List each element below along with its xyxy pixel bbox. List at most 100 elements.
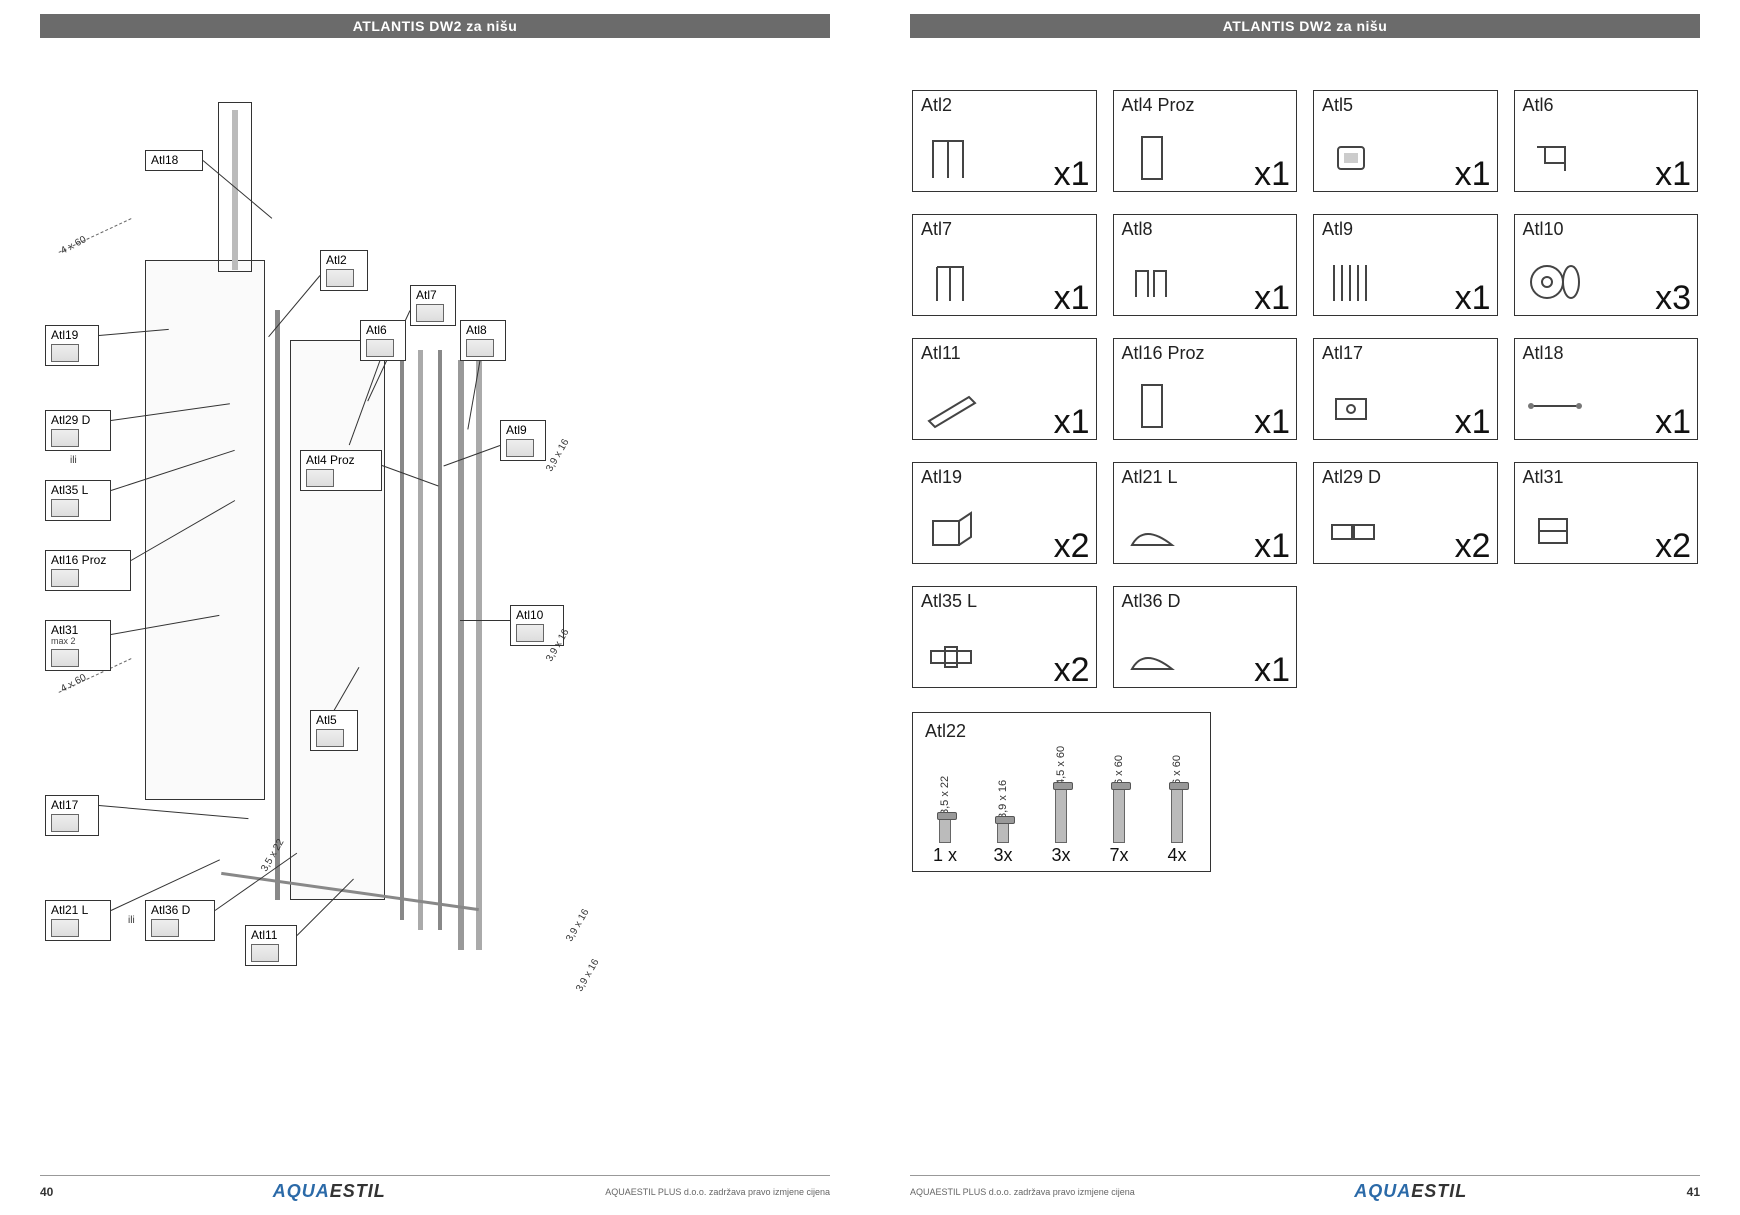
callout-label: Atl10 xyxy=(516,608,543,622)
callout-icon xyxy=(516,624,544,642)
part-icon xyxy=(923,629,983,679)
part-card-atl36-d: Atl36 Dx1 xyxy=(1113,586,1298,688)
callout-atl5: Atl5 xyxy=(310,710,358,751)
leader-line xyxy=(460,620,510,621)
part-card-atl16-proz: Atl16 Prozx1 xyxy=(1113,338,1298,440)
part-qty: x1 xyxy=(1254,529,1290,563)
part-qty: x1 xyxy=(1455,281,1491,315)
callout-label: Atl31 xyxy=(51,623,78,637)
callout-icon xyxy=(306,469,334,487)
diagram-note: 4 x 60 xyxy=(59,672,88,695)
hardware-count: 7x xyxy=(1109,845,1128,866)
part-label: Atl8 xyxy=(1122,219,1153,240)
footer-left: 40 AQUAESTIL AQUAESTIL PLUS d.o.o. zadrž… xyxy=(40,1175,830,1207)
callout-icon xyxy=(51,429,79,447)
part-card-atl17: Atl17x1 xyxy=(1313,338,1498,440)
hardware-dim: 6 x 60 xyxy=(1113,735,1125,785)
hardware-item: 6 x 604x xyxy=(1157,735,1197,866)
profile-2 xyxy=(400,350,404,920)
diagram-note: ili xyxy=(128,915,135,926)
part-label: Atl35 L xyxy=(921,591,977,612)
callout-icon xyxy=(51,814,79,832)
part-qty: x1 xyxy=(1254,405,1290,439)
part-qty: x1 xyxy=(1455,157,1491,191)
callout-label: Atl18 xyxy=(151,153,178,167)
callout-atl6: Atl6 xyxy=(360,320,406,361)
legal-right: AQUAESTIL PLUS d.o.o. zadržava pravo izm… xyxy=(910,1187,1135,1197)
profile-4 xyxy=(438,350,442,930)
leader-line xyxy=(268,275,320,337)
header-right: ATLANTIS DW2 za nišu xyxy=(910,14,1700,38)
brand-logo-left: AQUAESTIL xyxy=(273,1181,386,1202)
callout-label: Atl7 xyxy=(416,288,437,302)
callout-atl21-l: Atl21 L xyxy=(45,900,111,941)
page-number-right: 41 xyxy=(1687,1185,1700,1199)
part-icon xyxy=(923,133,983,183)
callout-label: Atl5 xyxy=(316,713,337,727)
part-icon xyxy=(1124,257,1184,307)
part-label: Atl7 xyxy=(921,219,952,240)
callout-label: Atl21 L xyxy=(51,903,88,917)
part-card-atl11: Atl11x1 xyxy=(912,338,1097,440)
callout-icon xyxy=(251,944,279,962)
callout-label: Atl19 xyxy=(51,328,78,342)
hardware-dim: 4,5 x 60 xyxy=(1055,735,1067,785)
header-left: ATLANTIS DW2 za nišu xyxy=(40,14,830,38)
callout-sub: max 2 xyxy=(51,637,105,647)
part-label: Atl17 xyxy=(1322,343,1363,364)
brand-logo-right: AQUAESTIL xyxy=(1354,1181,1467,1202)
callout-label: Atl4 Proz xyxy=(306,453,355,467)
part-icon xyxy=(1324,381,1384,431)
callout-icon xyxy=(366,339,394,357)
callout-icon xyxy=(506,439,534,457)
leader-line xyxy=(443,445,500,466)
profile-5 xyxy=(458,360,464,950)
part-card-atl5: Atl5x1 xyxy=(1313,90,1498,192)
diagram-note: 3,9 x 16 xyxy=(564,907,591,943)
part-label: Atl4 Proz xyxy=(1122,95,1195,116)
hardware-item: 4,5 x 603x xyxy=(1041,735,1081,866)
screw-icon xyxy=(1055,787,1067,843)
callout-label: Atl35 L xyxy=(51,483,88,497)
part-card-atl2: Atl2x1 xyxy=(912,90,1097,192)
callout-atl29-d: Atl29 D xyxy=(45,410,111,451)
leader-line xyxy=(382,465,439,486)
part-icon xyxy=(1525,133,1585,183)
callout-atl8: Atl8 xyxy=(460,320,506,361)
callout-icon xyxy=(51,344,79,362)
callout-icon xyxy=(51,919,79,937)
part-qty: x1 xyxy=(1655,405,1691,439)
part-label: Atl2 xyxy=(921,95,952,116)
callout-atl19: Atl19 xyxy=(45,325,99,366)
part-icon xyxy=(1324,505,1384,555)
hardware-dim: 3,9 x 16 xyxy=(997,769,1009,819)
part-label: Atl36 D xyxy=(1122,591,1181,612)
hardware-count: 4x xyxy=(1167,845,1186,866)
diagram-note: 3,9 x 16 xyxy=(574,957,601,993)
part-label: Atl6 xyxy=(1523,95,1554,116)
part-qty: x2 xyxy=(1655,529,1691,563)
callout-atl35-l: Atl35 L xyxy=(45,480,111,521)
part-label: Atl19 xyxy=(921,467,962,488)
part-icon xyxy=(1124,133,1184,183)
hardware-count: 3x xyxy=(993,845,1012,866)
legal-left: AQUAESTIL PLUS d.o.o. zadržava pravo izm… xyxy=(605,1187,830,1197)
callout-icon xyxy=(326,269,354,287)
screw-icon xyxy=(997,821,1009,843)
part-icon xyxy=(1324,133,1384,183)
diagram-note: ili xyxy=(70,455,77,466)
callout-atl11: Atl11 xyxy=(245,925,297,966)
part-icon xyxy=(1124,505,1184,555)
parts-grid: Atl2x1Atl4 Prozx1Atl5x1Atl6x1Atl7x1Atl8x… xyxy=(912,90,1698,688)
part-icon xyxy=(923,505,983,555)
exploded-diagram: Atl18Atl2Atl7Atl6Atl8Atl19Atl29 DAtl35 L… xyxy=(40,50,830,1165)
part-icon xyxy=(923,257,983,307)
parts-area: Atl2x1Atl4 Prozx1Atl5x1Atl6x1Atl7x1Atl8x… xyxy=(912,90,1698,872)
part-icon xyxy=(1525,381,1585,431)
profile-1 xyxy=(275,310,280,900)
part-qty: x3 xyxy=(1655,281,1691,315)
callout-label: Atl8 xyxy=(466,323,487,337)
part-card-atl4-proz: Atl4 Prozx1 xyxy=(1113,90,1298,192)
part-icon xyxy=(923,381,983,431)
page-left: ATLANTIS DW2 za nišu Atl18Atl2Atl7Atl6At… xyxy=(0,0,870,1215)
